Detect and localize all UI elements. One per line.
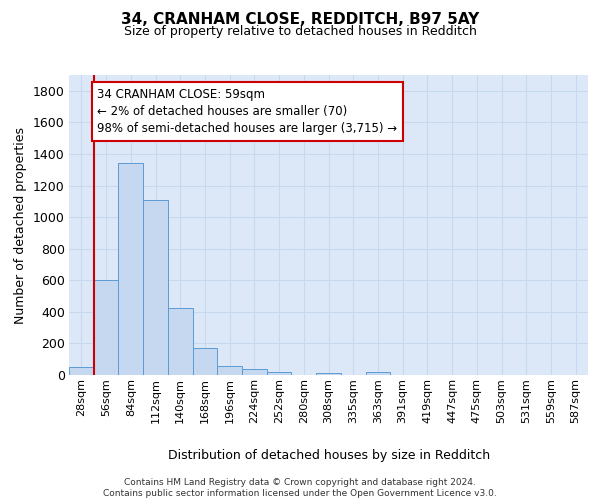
Bar [94, 280, 118, 375]
Text: Distribution of detached houses by size in Redditch: Distribution of detached houses by size … [168, 450, 490, 462]
Bar [168, 308, 193, 375]
Text: Size of property relative to detached houses in Redditch: Size of property relative to detached ho… [124, 25, 476, 38]
Bar [193, 348, 217, 375]
Text: 34, CRANHAM CLOSE, REDDITCH, B97 5AY: 34, CRANHAM CLOSE, REDDITCH, B97 5AY [121, 12, 479, 28]
Bar [242, 368, 267, 375]
Text: Contains HM Land Registry data © Crown copyright and database right 2024.
Contai: Contains HM Land Registry data © Crown c… [103, 478, 497, 498]
Text: 34 CRANHAM CLOSE: 59sqm
← 2% of detached houses are smaller (70)
98% of semi-det: 34 CRANHAM CLOSE: 59sqm ← 2% of detached… [97, 88, 398, 134]
Bar [69, 367, 94, 375]
Bar [365, 372, 390, 375]
Bar [217, 366, 242, 375]
Bar [316, 372, 341, 375]
Y-axis label: Number of detached properties: Number of detached properties [14, 126, 28, 324]
Bar [267, 372, 292, 375]
Bar [118, 164, 143, 375]
Bar [143, 200, 168, 375]
